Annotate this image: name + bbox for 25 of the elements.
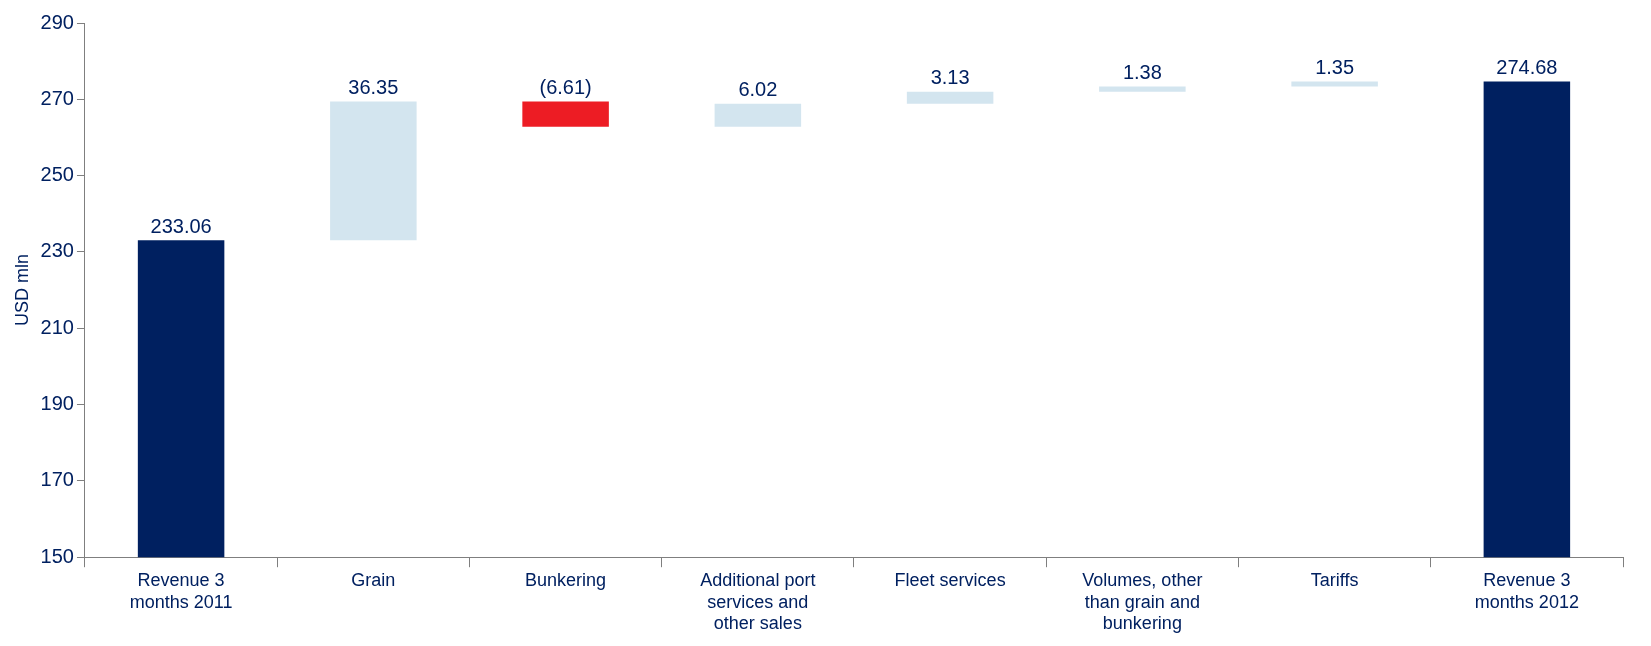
data-label: 6.02 bbox=[738, 78, 778, 101]
x-tick-label: Revenue 3 months 2012 bbox=[1474, 569, 1579, 612]
data-label: 233.06 bbox=[150, 214, 212, 237]
data-label: (6.61) bbox=[539, 76, 592, 99]
x-tick-label: Bunkering bbox=[525, 569, 607, 590]
y-tick-label: 150 bbox=[40, 544, 74, 567]
x-tick-label: Volumes, other than grain and bunkering bbox=[1082, 569, 1203, 634]
y-tick-label: 170 bbox=[40, 468, 74, 491]
data-label: 1.35 bbox=[1315, 55, 1355, 78]
y-tick-label: 270 bbox=[40, 86, 74, 109]
x-tick-label: Fleet services bbox=[894, 569, 1006, 590]
data-label: 3.13 bbox=[930, 66, 970, 89]
x-tick-label: Revenue 3 months 2011 bbox=[129, 569, 233, 612]
data-label: 1.38 bbox=[1122, 61, 1162, 84]
y-tick-label: 250 bbox=[40, 163, 74, 186]
data-label: 36.35 bbox=[348, 76, 399, 99]
y-tick-label: 230 bbox=[40, 239, 74, 262]
x-tick-label: Additional port services and other sales bbox=[700, 569, 816, 634]
y-tick-label: 290 bbox=[40, 10, 74, 33]
y-tick-label: 210 bbox=[40, 315, 74, 338]
data-label: 274.68 bbox=[1496, 55, 1558, 78]
y-tick-label: 190 bbox=[40, 392, 74, 415]
x-tick-label: Tariffs bbox=[1310, 569, 1359, 590]
x-tick-label: Grain bbox=[351, 569, 396, 590]
y-axis-title: USD mln bbox=[11, 254, 32, 327]
